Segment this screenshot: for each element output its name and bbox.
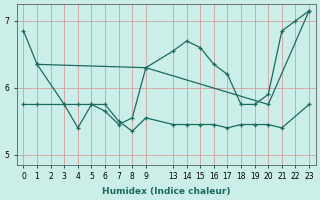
X-axis label: Humidex (Indice chaleur): Humidex (Indice chaleur)	[102, 187, 230, 196]
